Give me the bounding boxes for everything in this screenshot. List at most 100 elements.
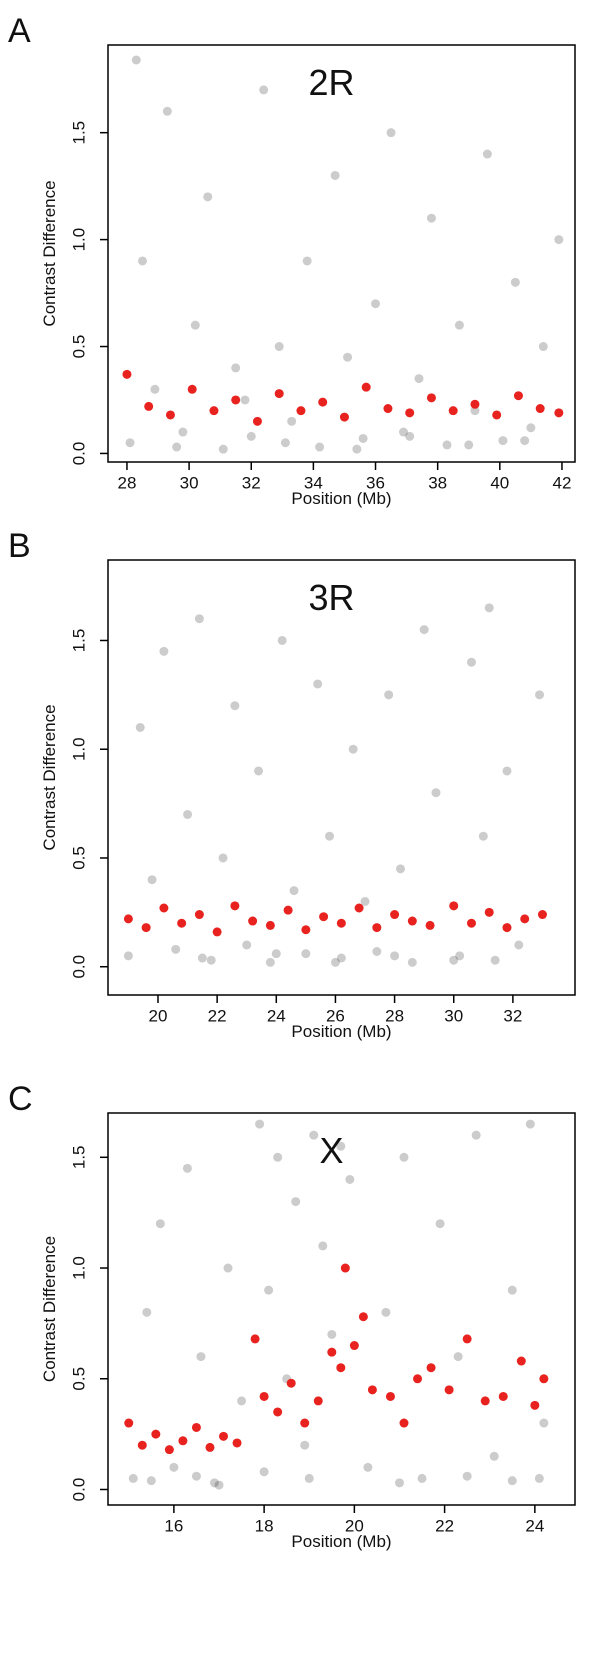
red-point [178, 1436, 188, 1446]
gray-point [271, 949, 281, 959]
red-point [539, 1374, 549, 1384]
x-tick-label: 30 [444, 1006, 463, 1025]
gray-point [442, 440, 452, 450]
red-point [300, 1418, 310, 1428]
gray-point [274, 342, 284, 352]
gray-point [390, 951, 400, 961]
red-point [250, 1334, 260, 1344]
panel-title: X [319, 1130, 343, 1171]
gray-point [453, 1352, 463, 1362]
gray-point [301, 949, 311, 959]
red-point [301, 925, 311, 935]
red-point [462, 1334, 472, 1344]
gray-point [482, 149, 492, 159]
y-tick-label: 1.0 [69, 228, 88, 252]
gray-point [150, 384, 160, 394]
y-tick-label: 0.0 [69, 1478, 88, 1502]
gray-point [554, 235, 564, 245]
gray-point [426, 213, 436, 223]
gray-point [259, 85, 269, 95]
red-point [274, 389, 284, 399]
panel-label: C [8, 1080, 33, 1118]
gray-point [218, 444, 228, 454]
gray-point [206, 955, 216, 965]
gray-point [287, 416, 297, 426]
red-point [191, 1422, 201, 1432]
gray-point [265, 957, 275, 967]
red-point [520, 914, 530, 924]
gray-point [142, 1307, 152, 1317]
gray-point [125, 438, 135, 448]
x-tick-label: 16 [164, 1516, 183, 1535]
red-point [318, 397, 328, 407]
gray-point [240, 395, 250, 405]
red-point [177, 918, 187, 928]
x-tick-label: 40 [490, 473, 509, 492]
red-point [358, 1312, 368, 1322]
red-point [252, 416, 262, 426]
gray-point [419, 625, 429, 635]
gray-point [209, 1478, 219, 1488]
y-tick-label: 0.5 [69, 335, 88, 359]
red-point [336, 918, 346, 928]
y-tick-label: 1.0 [69, 737, 88, 761]
red-point [372, 923, 382, 933]
red-point [205, 1442, 215, 1452]
gray-point [470, 406, 480, 416]
gray-point [237, 1396, 247, 1406]
gray-point [291, 1197, 301, 1207]
gray-point [396, 864, 406, 874]
x-tick-label: 34 [304, 473, 323, 492]
x-axis-label: Position (Mb) [291, 1532, 391, 1551]
red-point [248, 916, 258, 926]
y-tick-label: 1.5 [69, 121, 88, 145]
red-point [349, 1341, 359, 1351]
gray-point [534, 1473, 544, 1483]
red-point [413, 1374, 423, 1384]
gray-point [231, 363, 241, 373]
red-point [164, 1445, 174, 1455]
x-tick-label: 32 [503, 1006, 522, 1025]
gray-point [435, 1219, 445, 1229]
red-point [194, 910, 204, 920]
red-point [383, 404, 393, 414]
y-tick-label: 0.5 [69, 846, 88, 870]
gray-point [190, 320, 200, 330]
red-point [484, 907, 494, 917]
gray-point [363, 1462, 373, 1472]
red-point [340, 1263, 350, 1273]
red-point [390, 910, 400, 920]
gray-point [414, 374, 424, 384]
red-point [265, 920, 275, 930]
gray-point [137, 256, 147, 266]
panel-title: 2R [308, 62, 354, 103]
gray-point [360, 896, 370, 906]
gray-point [490, 955, 500, 965]
red-point [137, 1440, 147, 1450]
red-point [535, 404, 545, 414]
x-tick-label: 22 [435, 1516, 454, 1535]
gray-point [169, 1462, 179, 1472]
plot-frame [107, 44, 576, 463]
gray-point [280, 438, 290, 448]
gray-point [277, 635, 287, 645]
red-point [449, 901, 459, 911]
red-point [336, 1363, 346, 1373]
gray-point [372, 947, 382, 956]
red-point [530, 1400, 540, 1410]
red-point [480, 1396, 490, 1406]
y-tick-label: 0.0 [69, 955, 88, 979]
gray-point [273, 1152, 283, 1162]
gray-point [327, 1329, 337, 1339]
red-point [296, 406, 306, 416]
red-point [319, 912, 329, 922]
gray-point [315, 442, 325, 452]
red-point [492, 410, 502, 420]
red-point [407, 916, 417, 926]
gray-point [146, 1476, 156, 1486]
red-point [361, 382, 371, 392]
red-point [230, 901, 240, 911]
y-tick-label: 1.0 [69, 1256, 88, 1280]
gray-point [155, 1219, 165, 1229]
